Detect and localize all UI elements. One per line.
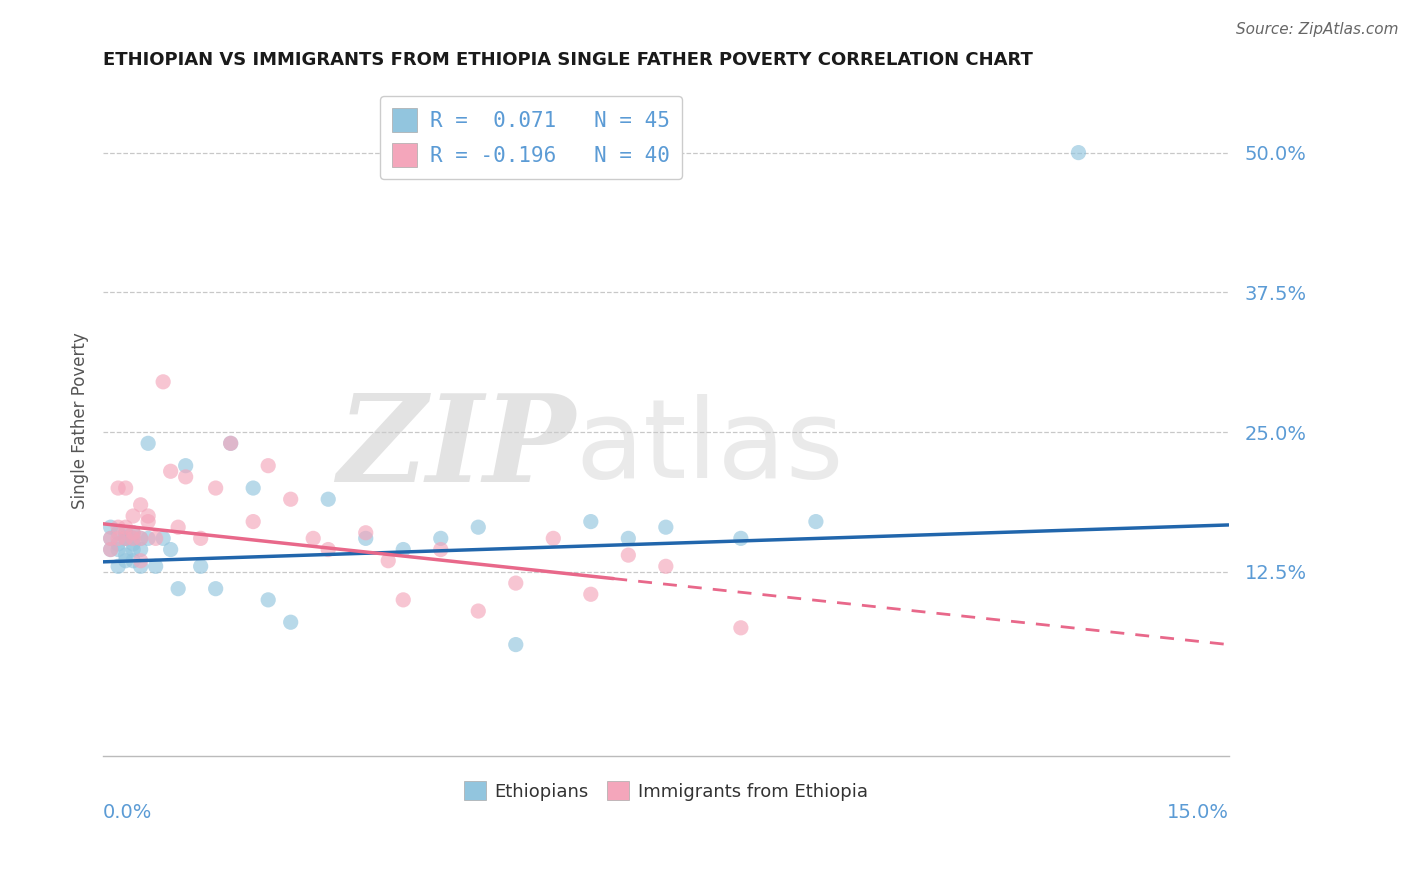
Point [174,470,197,484]
Point [100,532,122,546]
Point [136,515,159,529]
Point [145,532,167,546]
Point [730,621,752,635]
Point [114,520,136,534]
Point [122,532,145,546]
Point [107,537,129,551]
Point [467,520,489,534]
Text: Source: ZipAtlas.com: Source: ZipAtlas.com [1236,22,1399,37]
Point [129,532,152,546]
Text: 0.0%: 0.0% [103,804,152,822]
Point [257,458,280,473]
Point [100,520,122,534]
Point [242,481,264,495]
Point [617,532,640,546]
Point [579,587,602,601]
Point [129,554,152,568]
Point [257,592,280,607]
Point [167,520,190,534]
Point [730,532,752,546]
Point [377,554,399,568]
Point [100,542,122,557]
Point [129,559,152,574]
Point [505,576,527,591]
Point [122,525,145,540]
Point [114,532,136,546]
Point [107,525,129,540]
Point [429,542,451,557]
Point [129,532,152,546]
Point [152,375,174,389]
Point [114,548,136,562]
Point [280,615,302,630]
Point [107,542,129,557]
Point [107,481,129,495]
Point [100,542,122,557]
Point [204,582,226,596]
Point [152,532,174,546]
Point [392,592,415,607]
Legend: Ethiopians, Immigrants from Ethiopia: Ethiopians, Immigrants from Ethiopia [457,774,875,808]
Point [655,559,678,574]
Point [159,542,181,557]
Point [174,458,197,473]
Text: ETHIOPIAN VS IMMIGRANTS FROM ETHIOPIA SINGLE FATHER POVERTY CORRELATION CHART: ETHIOPIAN VS IMMIGRANTS FROM ETHIOPIA SI… [103,51,1033,69]
Point [114,525,136,540]
Point [167,582,190,596]
Point [129,498,152,512]
Point [467,604,489,618]
Point [804,515,827,529]
Point [114,481,136,495]
Y-axis label: Single Father Poverty: Single Father Poverty [72,333,89,509]
Point [219,436,242,450]
Point [107,520,129,534]
Point [316,492,339,507]
Point [204,481,226,495]
Point [122,542,145,557]
Point [122,532,145,546]
Point [316,542,339,557]
Point [114,532,136,546]
Text: 15.0%: 15.0% [1167,804,1229,822]
Point [392,542,415,557]
Text: ZIP: ZIP [337,389,576,507]
Point [122,508,145,523]
Point [543,532,565,546]
Point [122,537,145,551]
Point [100,532,122,546]
Point [190,532,212,546]
Point [219,436,242,450]
Point [354,525,377,540]
Point [145,559,167,574]
Point [505,638,527,652]
Point [129,542,152,557]
Point [280,492,302,507]
Point [429,532,451,546]
Point [617,548,640,562]
Point [114,554,136,568]
Point [302,532,325,546]
Point [159,464,181,478]
Point [107,559,129,574]
Point [136,532,159,546]
Point [242,515,264,529]
Text: atlas: atlas [576,394,844,501]
Point [122,554,145,568]
Point [354,532,377,546]
Point [136,436,159,450]
Point [655,520,678,534]
Point [579,515,602,529]
Point [136,508,159,523]
Point [114,532,136,546]
Point [107,532,129,546]
Point [122,525,145,540]
Point [190,559,212,574]
Point [1067,145,1090,160]
